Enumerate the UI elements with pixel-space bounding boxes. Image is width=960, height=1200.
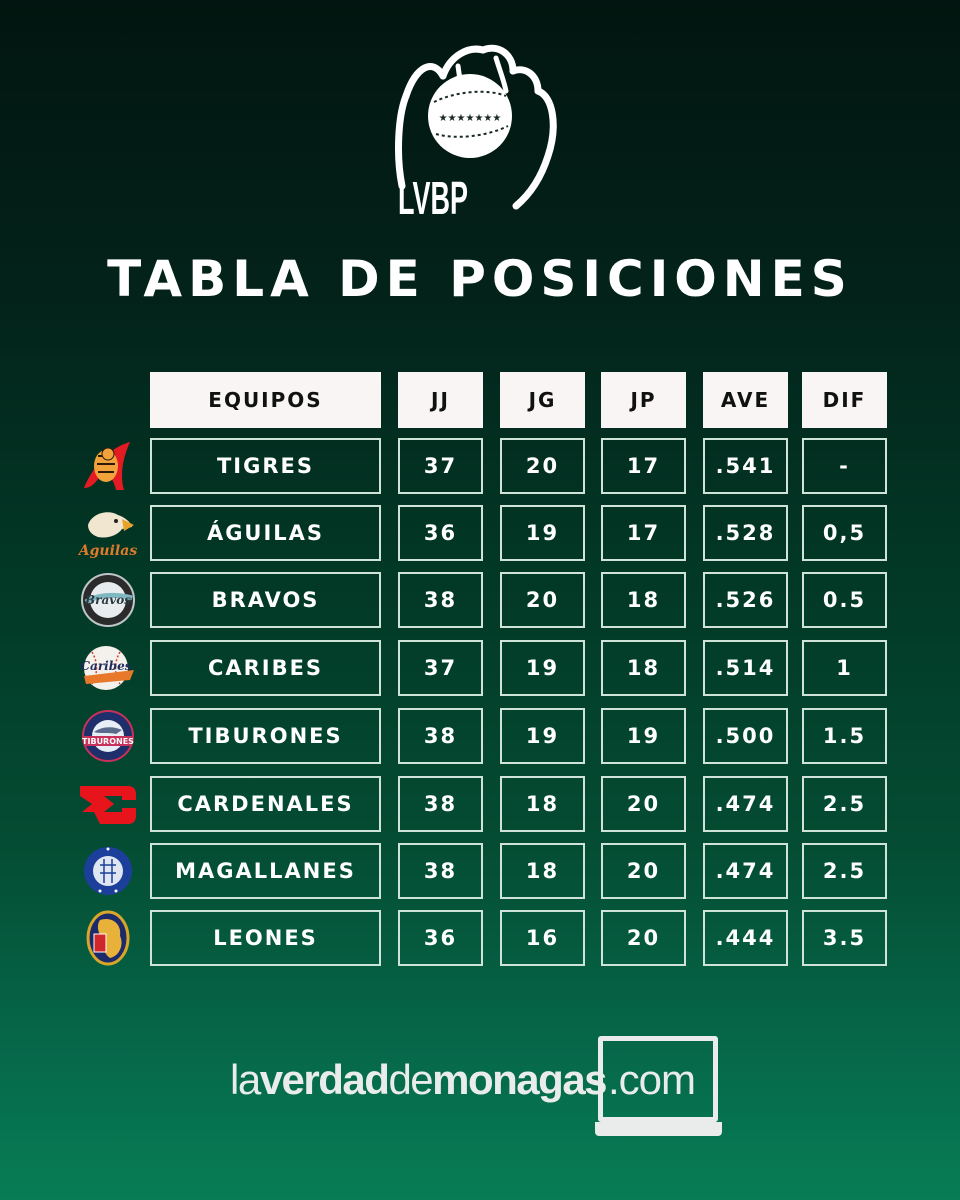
dif-cell: 2.5 — [802, 776, 887, 832]
team-name-cell: BRAVOS — [150, 572, 381, 628]
jj-cell: 36 — [398, 505, 483, 561]
baseball-glove-icon: ★★★★★★★ LVBP — [395, 44, 557, 224]
leones-logo-icon — [78, 910, 138, 966]
jp-cell: 18 — [601, 640, 686, 696]
brand-domain: .com — [608, 1056, 696, 1103]
dif-cell: 0,5 — [802, 505, 887, 561]
ave-cell: .474 — [703, 843, 788, 899]
jp-cell: 20 — [601, 910, 686, 966]
jj-cell: 37 — [398, 438, 483, 494]
caribes-logo-icon: Caribes — [78, 640, 138, 696]
dif-cell: - — [802, 438, 887, 494]
column-header-jp: JP — [601, 372, 686, 428]
jp-cell: 20 — [601, 843, 686, 899]
jj-cell: 38 — [398, 776, 483, 832]
jp-cell: 17 — [601, 438, 686, 494]
aguilas-logo-icon: Aguilas — [77, 505, 138, 561]
dif-cell: 0.5 — [802, 572, 887, 628]
dif-cell: 2.5 — [802, 843, 887, 899]
lvbp-logo: ★★★★★★★ LVBP — [388, 36, 568, 226]
team-name-cell: CARIBES — [150, 640, 381, 696]
ave-cell: .541 — [703, 438, 788, 494]
brand-part: verdad — [259, 1056, 390, 1103]
svg-text:Aguilas: Aguilas — [78, 543, 137, 559]
cardenales-logo-icon — [78, 776, 138, 832]
jj-cell: 38 — [398, 843, 483, 899]
column-header-ave: AVE — [703, 372, 788, 428]
jg-cell: 18 — [500, 843, 585, 899]
jp-cell: 18 — [601, 572, 686, 628]
svg-text:★★★★★★★: ★★★★★★★ — [439, 113, 502, 124]
ave-cell: .526 — [703, 572, 788, 628]
dif-cell: 3.5 — [802, 910, 887, 966]
team-name-cell: ÁGUILAS — [150, 505, 381, 561]
ave-cell: .514 — [703, 640, 788, 696]
dif-cell: 1 — [802, 640, 887, 696]
column-header-jj: JJ — [398, 372, 483, 428]
jj-cell: 38 — [398, 572, 483, 628]
magallanes-logo-icon — [78, 843, 138, 899]
ave-cell: .528 — [703, 505, 788, 561]
column-header-jg: JG — [500, 372, 585, 428]
ave-cell: .474 — [703, 776, 788, 832]
jj-cell: 38 — [398, 708, 483, 764]
footer-brand-logo: laverdaddemonagas .com — [230, 1034, 730, 1139]
jg-cell: 18 — [500, 776, 585, 832]
tiburones-logo-icon: TIBURONES — [78, 708, 138, 764]
team-name-cell: TIGRES — [150, 438, 381, 494]
jg-cell: 20 — [500, 572, 585, 628]
team-name-cell: LEONES — [150, 910, 381, 966]
jg-cell: 19 — [500, 708, 585, 764]
svg-text:TIBURONES: TIBURONES — [82, 737, 134, 746]
jg-cell: 16 — [500, 910, 585, 966]
jj-cell: 36 — [398, 910, 483, 966]
ave-cell: .500 — [703, 708, 788, 764]
column-header-dif: DIF — [802, 372, 887, 428]
dif-cell: 1.5 — [802, 708, 887, 764]
jp-cell: 17 — [601, 505, 686, 561]
brand-part: monagas — [432, 1056, 607, 1103]
team-name-cell: CARDENALES — [150, 776, 381, 832]
team-name-cell: MAGALLANES — [150, 843, 381, 899]
team-name-cell: TIBURONES — [150, 708, 381, 764]
column-header-equipos: EQUIPOS — [150, 372, 381, 428]
brand-part: la — [230, 1056, 261, 1103]
page-title: TABLA DE POSICIONES — [107, 250, 853, 308]
ave-cell: .444 — [703, 910, 788, 966]
laptop-base-icon — [595, 1122, 722, 1136]
laptop-icon — [598, 1036, 718, 1122]
brand-name: laverdaddemonagas — [230, 1056, 608, 1104]
svg-text:Bravos: Bravos — [84, 593, 131, 607]
brand-part: de — [388, 1056, 433, 1103]
jg-cell: 19 — [500, 505, 585, 561]
jg-cell: 19 — [500, 640, 585, 696]
tigres-logo-icon — [78, 438, 138, 494]
jp-cell: 19 — [601, 708, 686, 764]
svg-text:LVBP: LVBP — [398, 172, 468, 224]
jj-cell: 37 — [398, 640, 483, 696]
bravos-logo-icon: Bravos — [78, 572, 138, 628]
jg-cell: 20 — [500, 438, 585, 494]
jp-cell: 20 — [601, 776, 686, 832]
svg-text:Caribes: Caribes — [81, 659, 132, 673]
